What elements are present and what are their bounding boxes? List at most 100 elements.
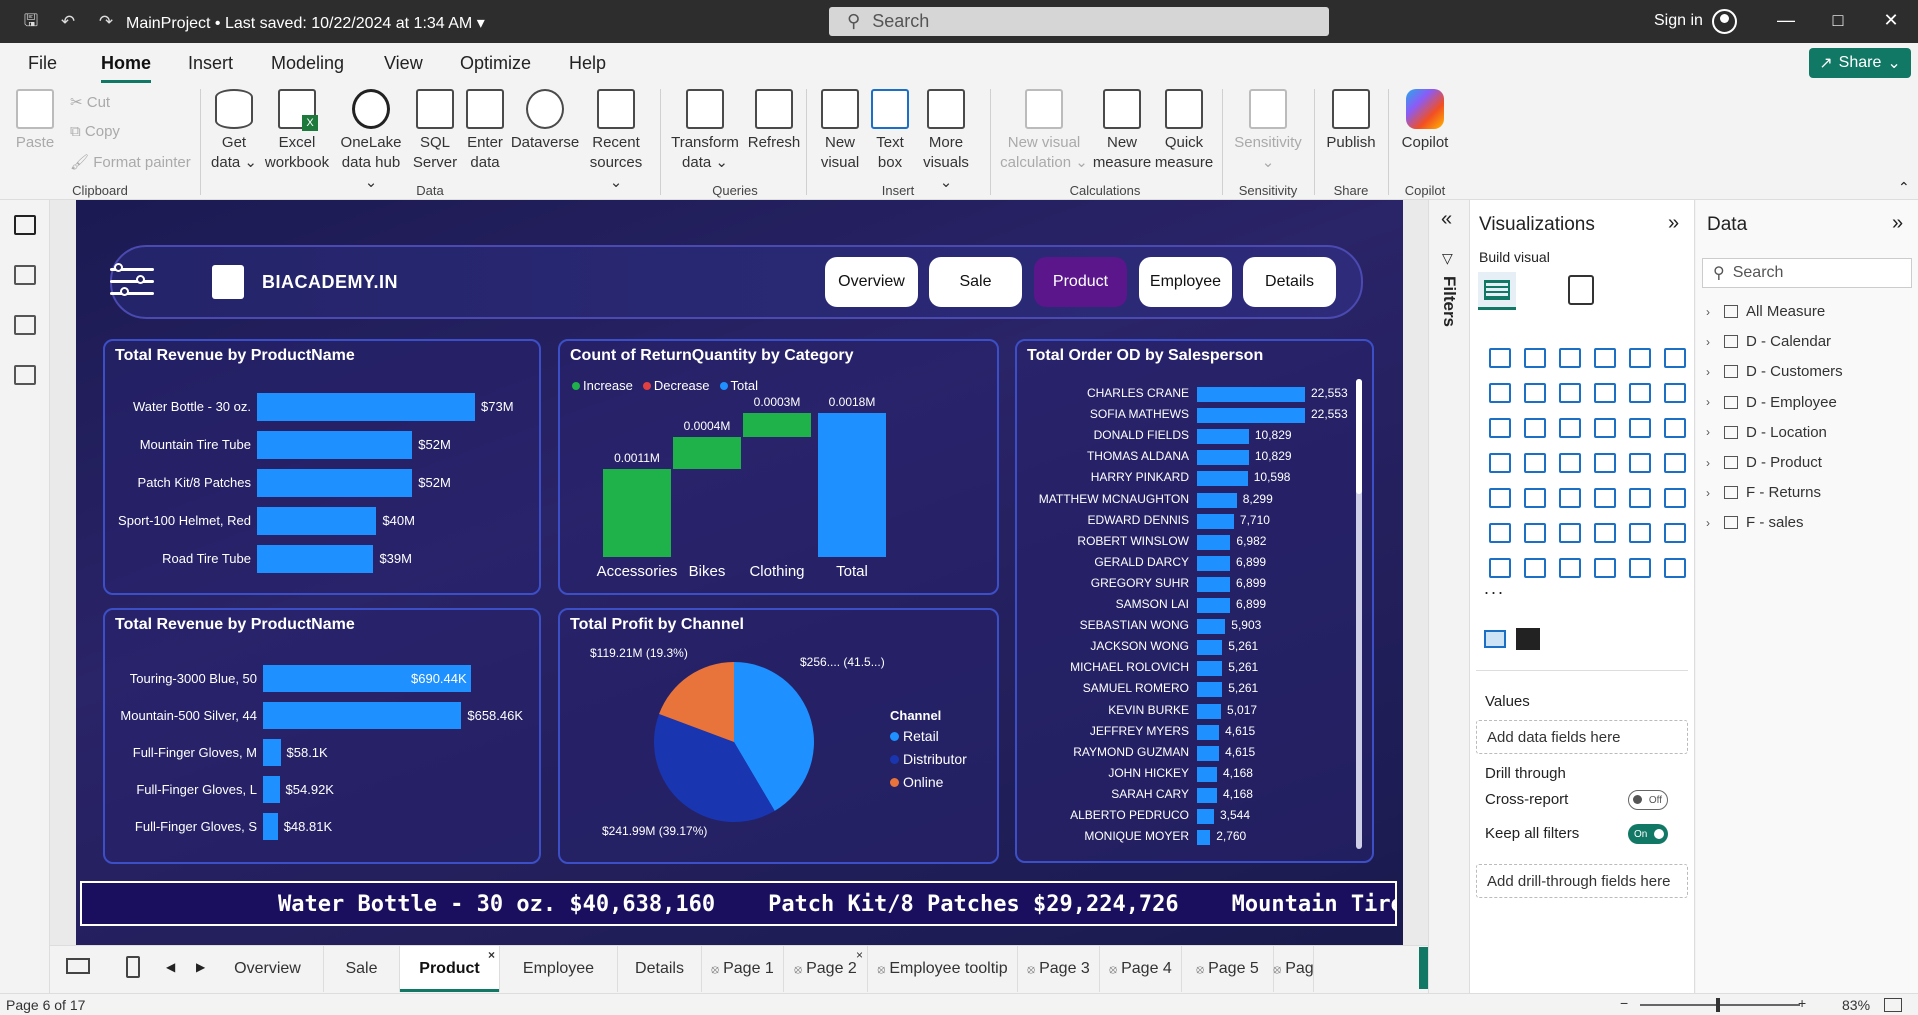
keep-all-filters-toggle[interactable]: On bbox=[1628, 824, 1668, 844]
python-visual-icon[interactable] bbox=[1482, 515, 1517, 550]
mobile-layout-icon[interactable] bbox=[126, 956, 140, 978]
dax-query-view-icon[interactable] bbox=[14, 365, 36, 385]
redo-icon[interactable]: ↷ bbox=[98, 12, 114, 31]
custom-visual-icon[interactable] bbox=[1516, 628, 1540, 650]
paginated-report-visual-icon[interactable] bbox=[1657, 515, 1692, 550]
waterfall-bar[interactable] bbox=[743, 413, 811, 437]
donut-visual-icon[interactable] bbox=[1657, 410, 1692, 445]
area-visual-icon[interactable] bbox=[1517, 375, 1552, 410]
gauge-visual-icon[interactable] bbox=[1622, 445, 1657, 480]
legend-item[interactable]: Retail bbox=[890, 728, 939, 744]
waterfall-bar[interactable] bbox=[603, 469, 671, 557]
page-tab-overview[interactable]: Overview bbox=[212, 946, 324, 992]
menu-file[interactable]: File bbox=[28, 53, 58, 73]
scrollbar[interactable] bbox=[1356, 379, 1362, 849]
line-and-clustered-column-visual-icon[interactable] bbox=[1657, 375, 1692, 410]
more-visuals-ellipsis[interactable]: ... bbox=[1484, 578, 1506, 598]
dataverse-button[interactable]: Dataverse bbox=[510, 89, 580, 153]
minimize-icon[interactable]: — bbox=[1777, 10, 1795, 30]
orders-by-salesperson-chart[interactable]: Total Order OD by Salesperson CHARLES CR… bbox=[1015, 339, 1374, 863]
new-slicer-visual-icon[interactable] bbox=[1622, 550, 1657, 585]
menu-home[interactable]: Home bbox=[101, 53, 152, 83]
line-visual-icon[interactable] bbox=[1482, 375, 1517, 410]
text-box-button[interactable]: Text box bbox=[868, 89, 912, 173]
revenue-by-product-chart-2[interactable]: Total Revenue by ProductName Touring-300… bbox=[103, 608, 541, 864]
bar[interactable] bbox=[257, 431, 413, 459]
bar[interactable] bbox=[1197, 471, 1248, 487]
bar[interactable] bbox=[1197, 576, 1231, 592]
stacked-bar-visual-icon[interactable] bbox=[1482, 340, 1517, 375]
nav-details-button[interactable]: Details bbox=[1243, 257, 1336, 307]
close-icon[interactable]: ✕ bbox=[1883, 10, 1899, 30]
bar[interactable] bbox=[263, 665, 471, 692]
data-table-f-returns[interactable]: › F - Returns bbox=[1706, 484, 1821, 501]
bar[interactable] bbox=[1197, 408, 1305, 424]
power-automate-visual-icon[interactable] bbox=[1552, 550, 1587, 585]
close-tab-icon[interactable]: × bbox=[487, 948, 495, 962]
paste-button[interactable]: Paste bbox=[14, 89, 56, 153]
new-visual-calculation-button[interactable]: New visual calculation ⌄ bbox=[998, 89, 1090, 173]
onelake-data-hub-button[interactable]: OneLake data hub ⌄ bbox=[334, 89, 408, 193]
waterfall-bar[interactable] bbox=[673, 437, 741, 469]
legend-item[interactable]: Increase bbox=[572, 378, 633, 393]
nav-sale-button[interactable]: Sale bbox=[929, 257, 1022, 307]
100-stacked-bar-visual-icon[interactable] bbox=[1622, 340, 1657, 375]
fit-to-page-icon[interactable] bbox=[1884, 998, 1902, 1012]
filters-pane-collapsed[interactable]: « ▽ Filters bbox=[1428, 200, 1470, 993]
build-visual-tab-icon[interactable] bbox=[1478, 272, 1516, 310]
model-view-icon[interactable] bbox=[14, 315, 36, 335]
avatar-icon[interactable] bbox=[1712, 9, 1737, 34]
azure-map-visual-icon[interactable] bbox=[1587, 445, 1622, 480]
data-table-d-calendar[interactable]: › D - Calendar bbox=[1706, 333, 1831, 350]
close-tab-icon[interactable]: × bbox=[855, 948, 863, 962]
table-visual-icon[interactable] bbox=[1587, 480, 1622, 515]
zoom-slider-thumb[interactable] bbox=[1716, 998, 1720, 1012]
clustered-column-visual-icon[interactable] bbox=[1587, 340, 1622, 375]
power-apps-visual-icon[interactable] bbox=[1517, 550, 1552, 585]
bar[interactable] bbox=[263, 739, 281, 766]
legend-item[interactable]: Online bbox=[890, 774, 943, 790]
line-and-column-visual-icon[interactable] bbox=[1622, 375, 1657, 410]
chevron-right-icon[interactable]: › bbox=[1706, 515, 1710, 530]
r-script-visual-icon[interactable] bbox=[1657, 480, 1692, 515]
share-button[interactable]: ↗ Share ⌄ bbox=[1809, 48, 1911, 78]
pie-visual-icon[interactable] bbox=[1622, 410, 1657, 445]
page-tab-employee[interactable]: Employee bbox=[500, 946, 618, 992]
smart-narrative-visual-icon[interactable] bbox=[1622, 515, 1657, 550]
multi-row-card-visual-icon[interactable] bbox=[1482, 480, 1517, 515]
returns-waterfall-chart[interactable]: Count of ReturnQuantity by Category Incr… bbox=[558, 339, 999, 595]
quick-measure-button[interactable]: Quick measure bbox=[1152, 89, 1216, 173]
qa-visual-icon[interactable] bbox=[1587, 515, 1622, 550]
window-title[interactable]: MainProject • Last saved: 10/22/2024 at … bbox=[126, 15, 485, 32]
settings-sliders-icon[interactable] bbox=[110, 263, 154, 300]
zoom-level[interactable]: 83% bbox=[1842, 997, 1871, 1013]
zoom-out-icon[interactable]: − bbox=[1620, 995, 1629, 1011]
sign-in-link[interactable]: Sign in bbox=[1654, 12, 1703, 29]
data-table-d-product[interactable]: › D - Product bbox=[1706, 454, 1822, 471]
image-visual-icon[interactable] bbox=[1484, 630, 1506, 648]
map-visual-icon[interactable] bbox=[1517, 445, 1552, 480]
bar[interactable] bbox=[257, 507, 377, 535]
bar[interactable] bbox=[1197, 787, 1217, 803]
page-tab-page-5[interactable]: ⦻ Page 5 bbox=[1182, 946, 1274, 992]
sql-server-button[interactable]: SQL Server bbox=[412, 89, 458, 173]
bar[interactable] bbox=[1197, 598, 1231, 613]
bar[interactable] bbox=[1197, 724, 1220, 740]
bar[interactable] bbox=[1197, 429, 1249, 445]
transform-data-button[interactable]: Transform data ⌄ bbox=[668, 89, 742, 173]
nav-overview-button[interactable]: Overview bbox=[825, 257, 918, 307]
filters-label[interactable]: Filters bbox=[1440, 276, 1459, 328]
page-tab-page-3[interactable]: ⦻ Page 3 bbox=[1018, 946, 1100, 992]
collapse-ribbon-icon[interactable]: ⌃ bbox=[1898, 179, 1910, 195]
pie-slice-online[interactable] bbox=[659, 662, 734, 742]
chevron-right-icon[interactable]: › bbox=[1706, 334, 1710, 349]
chevron-right-icon[interactable]: › bbox=[1706, 455, 1710, 470]
narrative-visual-icon[interactable] bbox=[1657, 550, 1692, 585]
expand-filters-icon[interactable]: « bbox=[1441, 208, 1453, 230]
menu-help[interactable]: Help bbox=[569, 53, 607, 73]
zoom-in-icon[interactable]: + bbox=[1798, 995, 1807, 1011]
bar[interactable] bbox=[1197, 745, 1220, 761]
bar[interactable] bbox=[1197, 492, 1237, 508]
recent-sources-button[interactable]: Recent sources ⌄ bbox=[584, 89, 648, 193]
new-measure-button[interactable]: New measure bbox=[1092, 89, 1152, 173]
